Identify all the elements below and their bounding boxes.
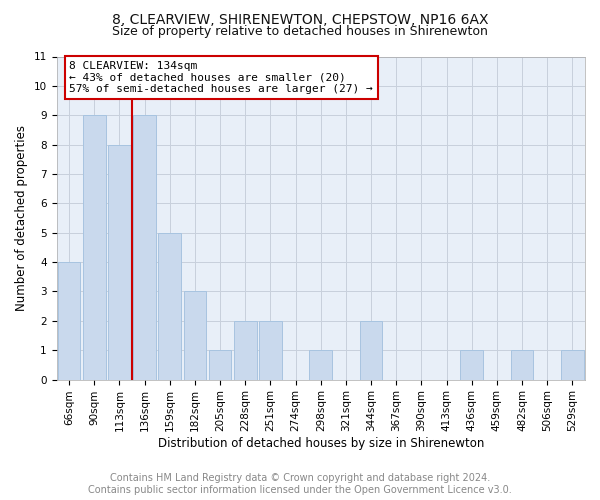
Bar [561, 350, 584, 380]
Text: Size of property relative to detached houses in Shirenewton: Size of property relative to detached ho… [112, 25, 488, 38]
Bar [184, 292, 206, 380]
Bar [133, 115, 156, 380]
Bar [511, 350, 533, 380]
Text: 8, CLEARVIEW, SHIRENEWTON, CHEPSTOW, NP16 6AX: 8, CLEARVIEW, SHIRENEWTON, CHEPSTOW, NP1… [112, 12, 488, 26]
Bar [158, 232, 181, 380]
Bar [108, 144, 131, 380]
Bar [259, 321, 282, 380]
Y-axis label: Number of detached properties: Number of detached properties [15, 125, 28, 311]
X-axis label: Distribution of detached houses by size in Shirenewton: Distribution of detached houses by size … [158, 437, 484, 450]
Bar [360, 321, 382, 380]
Bar [460, 350, 483, 380]
Text: 8 CLEARVIEW: 134sqm
← 43% of detached houses are smaller (20)
57% of semi-detach: 8 CLEARVIEW: 134sqm ← 43% of detached ho… [70, 61, 373, 94]
Bar [234, 321, 257, 380]
Bar [310, 350, 332, 380]
Bar [58, 262, 80, 380]
Text: Contains HM Land Registry data © Crown copyright and database right 2024.
Contai: Contains HM Land Registry data © Crown c… [88, 474, 512, 495]
Bar [209, 350, 232, 380]
Bar [83, 115, 106, 380]
